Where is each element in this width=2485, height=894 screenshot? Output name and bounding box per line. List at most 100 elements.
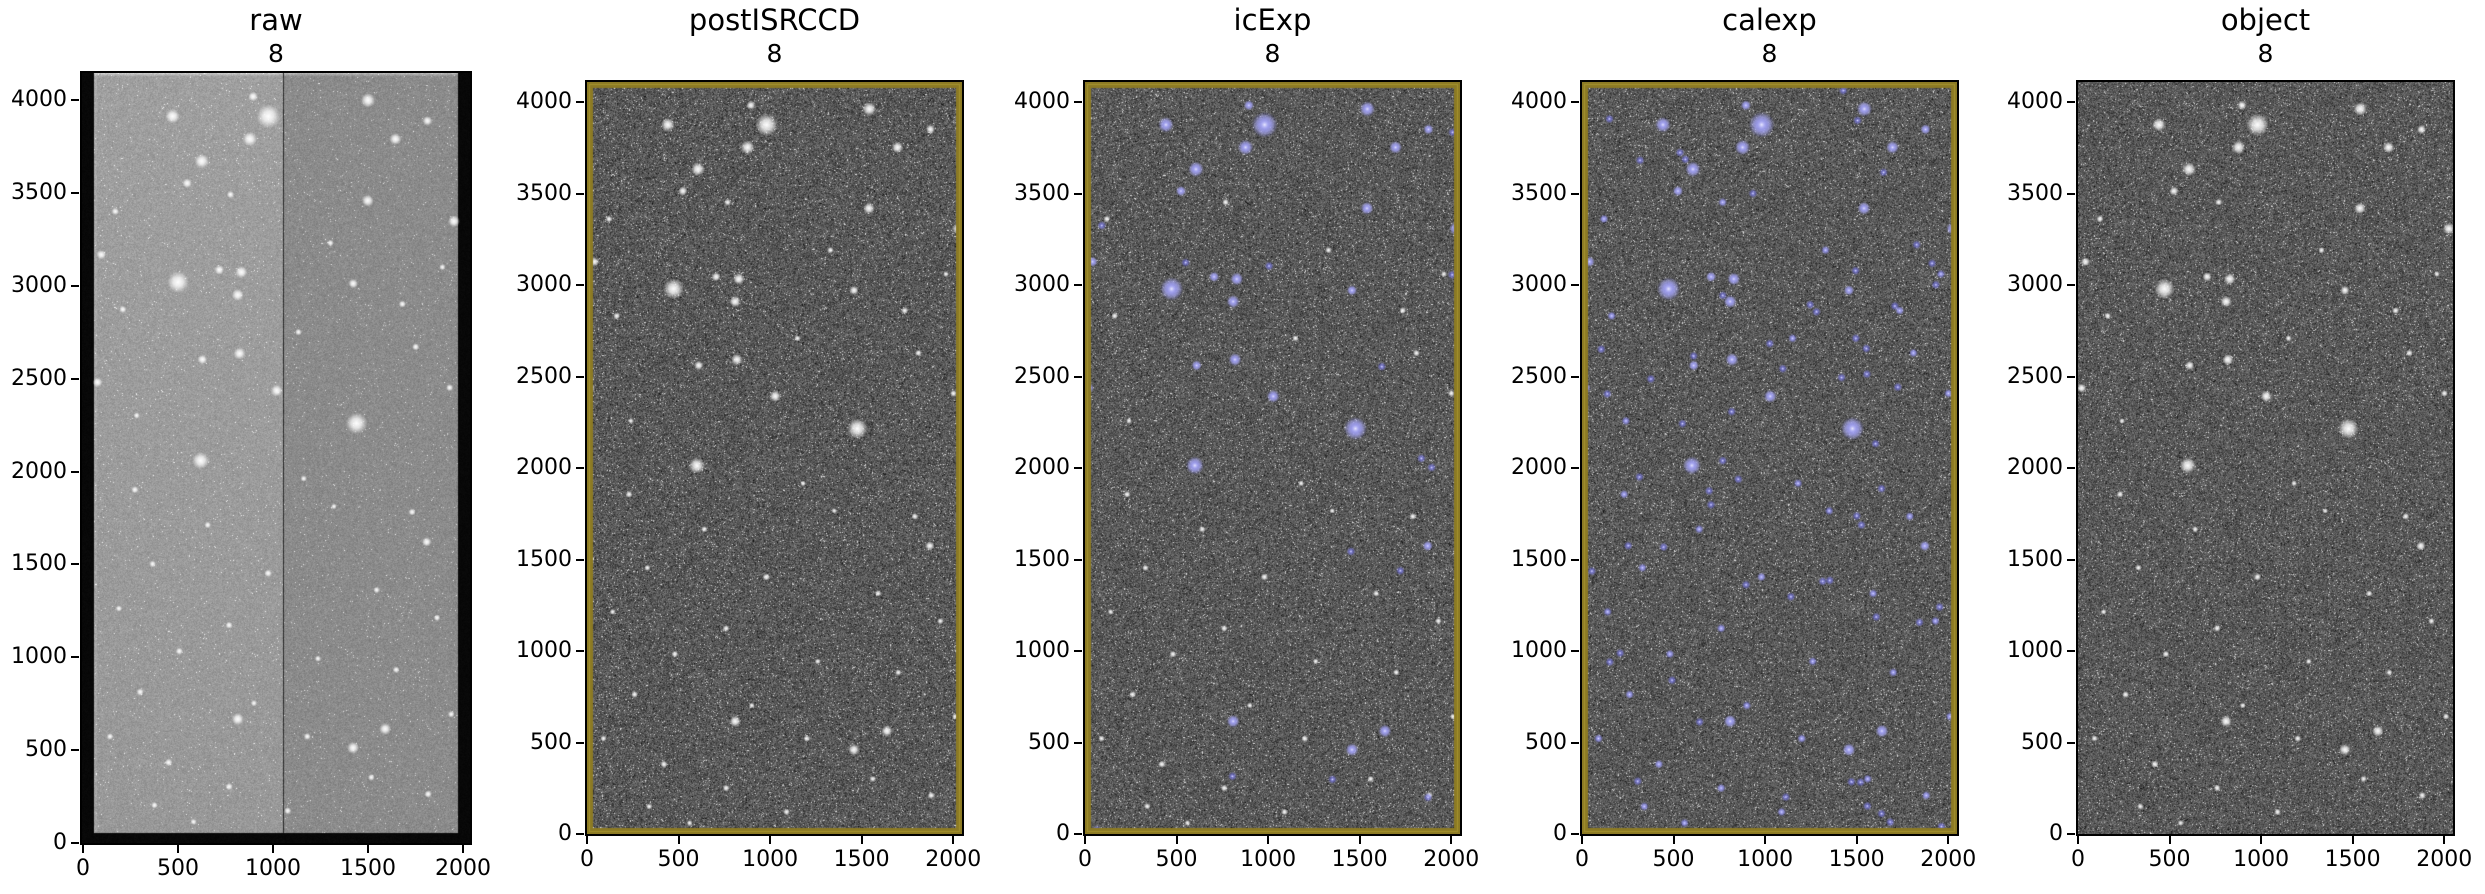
y-tick-object <box>2067 650 2075 652</box>
y-tick-label-object: 1000 <box>2007 638 2063 663</box>
x-tick-icExp <box>1358 836 1361 844</box>
y-tick-label-raw: 1000 <box>11 644 67 670</box>
y-tick-calexp <box>1571 192 1579 195</box>
x-tick-label-raw: 0 <box>76 856 90 881</box>
y-tick-icExp <box>1074 284 1082 286</box>
panel-subtitle-raw: 8 <box>268 39 284 68</box>
y-tick-label-icExp: 3500 <box>1014 180 1070 206</box>
y-tick-icExp <box>1074 833 1082 835</box>
x-tick-label-postISRCCD: 2000 <box>925 847 982 872</box>
x-tick-postISRCCD <box>677 836 680 844</box>
x-tick-label-object: 500 <box>2148 847 2191 872</box>
y-tick-raw <box>71 191 79 194</box>
x-tick-label-calexp: 1500 <box>1828 847 1885 872</box>
y-tick-icExp <box>1074 192 1082 195</box>
axes-raw <box>80 71 472 845</box>
x-tick-icExp <box>1175 836 1178 844</box>
x-tick-postISRCCD <box>860 836 863 844</box>
x-tick-object <box>2351 836 2354 844</box>
y-tick-label-icExp: 4000 <box>1014 89 1070 114</box>
y-tick-label-calexp: 3500 <box>1511 180 1567 206</box>
y-tick-label-postISRCCD: 4000 <box>516 89 572 114</box>
x-tick-label-icExp: 1000 <box>1240 847 1297 872</box>
x-tick-label-postISRCCD: 1000 <box>742 847 799 872</box>
y-tick-label-calexp: 2500 <box>1511 363 1567 389</box>
y-tick-raw <box>71 99 79 101</box>
y-tick-label-postISRCCD: 2500 <box>516 363 572 389</box>
y-tick-label-postISRCCD: 2000 <box>516 455 572 480</box>
y-tick-label-object: 4000 <box>2007 89 2063 114</box>
y-tick-raw <box>71 284 79 287</box>
postISRCCD-image <box>587 82 962 834</box>
y-tick-label-postISRCCD: 3500 <box>516 180 572 206</box>
x-tick-label-postISRCCD: 0 <box>580 847 594 872</box>
y-tick-label-raw: 2500 <box>11 365 67 391</box>
axes-icExp <box>1083 80 1462 836</box>
y-tick-label-icExp: 0 <box>1056 821 1070 846</box>
x-tick-label-raw: 1500 <box>340 856 396 881</box>
y-tick-raw <box>71 563 79 566</box>
x-tick-label-raw: 500 <box>157 856 199 881</box>
y-tick-postISRCCD <box>576 833 584 835</box>
x-tick-raw <box>177 845 179 853</box>
y-tick-icExp <box>1074 741 1082 744</box>
x-tick-icExp <box>1450 836 1453 844</box>
panel-title-icExp: icExp <box>1233 3 1312 37</box>
raw-image <box>82 73 470 843</box>
x-tick-label-postISRCCD: 500 <box>657 847 700 872</box>
x-tick-calexp <box>1764 836 1767 844</box>
x-tick-object <box>2443 836 2446 844</box>
x-tick-icExp <box>1084 836 1086 844</box>
y-tick-calexp <box>1571 650 1579 652</box>
y-tick-postISRCCD <box>576 650 584 652</box>
x-tick-label-raw: 2000 <box>435 856 491 881</box>
x-tick-calexp <box>1581 836 1583 844</box>
x-tick-calexp <box>1672 836 1675 844</box>
y-tick-label-object: 2500 <box>2007 363 2063 389</box>
x-tick-label-icExp: 1500 <box>1331 847 1388 872</box>
y-tick-label-postISRCCD: 500 <box>530 729 572 755</box>
y-tick-label-icExp: 2000 <box>1014 455 1070 480</box>
y-tick-label-postISRCCD: 0 <box>558 821 572 846</box>
y-tick-label-icExp: 1000 <box>1014 638 1070 663</box>
y-tick-label-object: 3000 <box>2007 272 2063 297</box>
y-tick-calexp <box>1571 284 1579 286</box>
y-tick-calexp <box>1571 558 1579 561</box>
x-tick-raw <box>82 845 84 853</box>
y-tick-label-raw: 3000 <box>11 272 67 298</box>
y-tick-label-icExp: 1500 <box>1014 546 1070 572</box>
y-tick-label-object: 0 <box>2049 821 2063 846</box>
panel-title-calexp: calexp <box>1722 3 1817 37</box>
calexp-image <box>1582 82 1957 834</box>
x-tick-label-icExp: 0 <box>1078 847 1092 872</box>
x-tick-postISRCCD <box>586 836 588 844</box>
y-tick-label-raw: 2000 <box>11 458 67 484</box>
x-tick-label-icExp: 500 <box>1155 847 1198 872</box>
y-tick-postISRCCD <box>576 284 584 286</box>
y-tick-label-postISRCCD: 1000 <box>516 638 572 663</box>
y-tick-label-icExp: 3000 <box>1014 272 1070 297</box>
y-tick-label-raw: 3500 <box>11 179 67 205</box>
panel-subtitle-object: 8 <box>2257 39 2274 68</box>
y-tick-icExp <box>1074 558 1082 561</box>
panel-subtitle-postISRCCD: 8 <box>766 39 783 68</box>
y-tick-label-object: 2000 <box>2007 455 2063 480</box>
y-tick-calexp <box>1571 101 1579 103</box>
y-tick-postISRCCD <box>576 467 584 469</box>
y-tick-label-calexp: 1500 <box>1511 546 1567 572</box>
y-tick-postISRCCD <box>576 101 584 103</box>
y-tick-raw <box>71 470 79 473</box>
x-tick-object <box>2168 836 2171 844</box>
x-tick-calexp <box>1947 836 1950 844</box>
y-tick-object <box>2067 375 2075 378</box>
y-tick-icExp <box>1074 650 1082 652</box>
panel-title-raw: raw <box>249 3 303 37</box>
x-tick-label-object: 0 <box>2071 847 2085 872</box>
y-tick-icExp <box>1074 101 1082 103</box>
y-tick-raw <box>71 656 79 659</box>
y-tick-object <box>2067 467 2075 469</box>
y-tick-label-calexp: 500 <box>1525 729 1567 755</box>
y-tick-label-object: 1500 <box>2007 546 2063 572</box>
y-tick-calexp <box>1571 467 1579 469</box>
